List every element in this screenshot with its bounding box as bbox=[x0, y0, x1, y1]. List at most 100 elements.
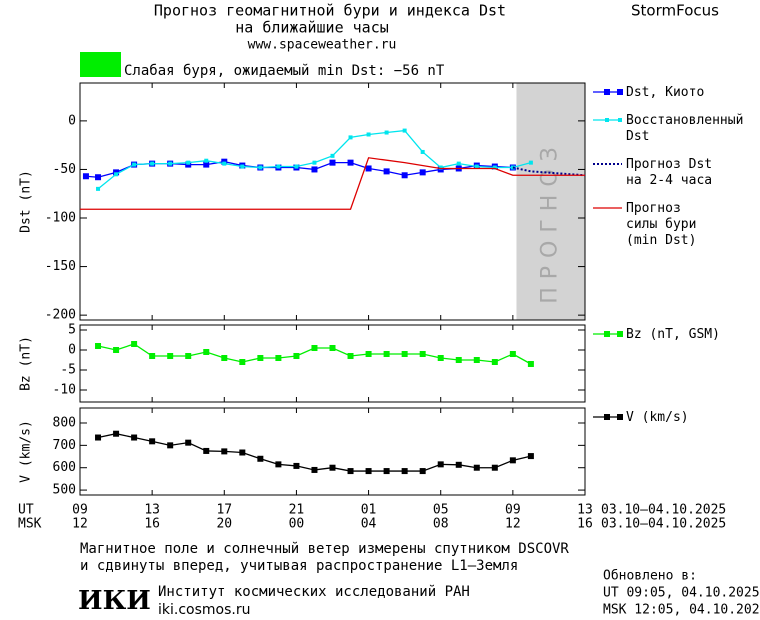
data-point bbox=[131, 434, 138, 441]
data-point bbox=[293, 462, 300, 469]
legend-label: Прогноз силы бури (min Dst) bbox=[626, 201, 696, 248]
y-tick-label: 500 bbox=[53, 483, 76, 498]
data-point bbox=[365, 468, 372, 475]
data-point bbox=[383, 351, 390, 357]
data-point bbox=[329, 464, 336, 471]
y-tick-label: 0 bbox=[68, 113, 76, 128]
data-point bbox=[348, 135, 353, 140]
data-point bbox=[509, 457, 516, 464]
ut-label: UT bbox=[18, 503, 34, 518]
y-tick-label: 0 bbox=[68, 343, 76, 358]
data-point bbox=[347, 353, 354, 359]
legend-marker bbox=[618, 118, 622, 122]
forecast-region bbox=[516, 83, 585, 320]
y-tick-label: -5 bbox=[60, 363, 76, 378]
legend-label: Прогноз Dst на 2-4 часа bbox=[626, 157, 712, 188]
data-point bbox=[132, 162, 137, 167]
data-point bbox=[150, 161, 155, 166]
data-point bbox=[311, 166, 318, 173]
data-point bbox=[384, 130, 389, 135]
x-tick-label: 12 bbox=[72, 517, 88, 532]
data-point bbox=[330, 153, 335, 158]
data-point bbox=[455, 461, 462, 468]
y-tick-label: -200 bbox=[45, 308, 76, 323]
legend-marker bbox=[617, 89, 623, 95]
data-point bbox=[312, 160, 317, 165]
data-point bbox=[383, 168, 390, 175]
data-point bbox=[149, 438, 156, 445]
y-tick-label: 5 bbox=[68, 323, 76, 338]
y-tick-label: -100 bbox=[45, 211, 76, 226]
data-point bbox=[203, 349, 210, 355]
legend-marker bbox=[604, 89, 610, 95]
x-tick-label: 20 bbox=[216, 517, 232, 532]
title: Прогноз геомагнитной бури и индекса Dst bbox=[154, 2, 506, 20]
data-point bbox=[311, 466, 318, 473]
data-point bbox=[329, 159, 336, 166]
data-point bbox=[275, 461, 282, 468]
updated: UT 09:05, 04.10.2025 bbox=[603, 586, 760, 601]
legend-label: V (km/s) bbox=[626, 410, 689, 425]
updated: MSK 12:05, 04.10.2025 bbox=[603, 603, 760, 618]
data-point bbox=[347, 468, 354, 475]
data-point bbox=[240, 164, 245, 169]
x-tick-label: 21 bbox=[289, 503, 305, 518]
data-point bbox=[366, 132, 371, 137]
x-tick-label: 09 bbox=[72, 503, 88, 518]
status: Слабая буря, ожидаемый min Dst: −56 nT bbox=[124, 63, 445, 79]
data-point bbox=[113, 430, 120, 437]
legend-marker bbox=[605, 118, 609, 122]
data-point bbox=[474, 164, 479, 169]
x-tick-label: 13 bbox=[577, 503, 593, 518]
data-point bbox=[114, 172, 119, 177]
data-point bbox=[509, 351, 516, 357]
x-tick-label: 17 bbox=[216, 503, 232, 518]
data-point bbox=[491, 359, 498, 365]
y-axis-label: V (km/s) bbox=[19, 420, 34, 483]
data-point bbox=[420, 149, 425, 154]
data-point bbox=[257, 455, 264, 462]
data-point bbox=[131, 341, 138, 347]
data-point bbox=[167, 353, 174, 359]
legend-label: Bz (nT, GSM) bbox=[626, 327, 720, 342]
data-point bbox=[419, 169, 426, 176]
data-point bbox=[527, 453, 534, 460]
msk-label: MSK bbox=[18, 517, 42, 532]
legend-marker bbox=[604, 414, 610, 420]
y-tick-label: -150 bbox=[45, 259, 76, 274]
series-line bbox=[97, 433, 532, 472]
x-tick-label: 04 bbox=[361, 517, 377, 532]
x-tick-label: 16 bbox=[144, 517, 160, 532]
data-point bbox=[401, 172, 408, 179]
data-point bbox=[204, 158, 209, 163]
data-point bbox=[365, 165, 372, 172]
note: Магнитное поле и солнечный ветер измерен… bbox=[80, 541, 569, 557]
data-point bbox=[185, 439, 192, 446]
data-point bbox=[419, 351, 426, 357]
y-tick-label: -10 bbox=[53, 383, 76, 398]
data-point bbox=[222, 161, 227, 166]
legend-label: Dst, Киото bbox=[626, 85, 704, 100]
data-point bbox=[383, 468, 390, 475]
data-point bbox=[401, 468, 408, 475]
data-point bbox=[95, 343, 102, 349]
data-point bbox=[257, 355, 264, 361]
plot-frame bbox=[79, 407, 586, 496]
data-point bbox=[437, 461, 444, 468]
data-point bbox=[239, 359, 246, 365]
x-tick-label: 01 bbox=[361, 503, 377, 518]
x-tick-label: 09 bbox=[505, 503, 521, 518]
data-point bbox=[311, 345, 318, 351]
legend-label: Восстановленный Dst bbox=[626, 113, 743, 144]
y-tick-label: -50 bbox=[53, 162, 76, 177]
data-point bbox=[113, 347, 120, 353]
data-point bbox=[473, 357, 480, 363]
data-point bbox=[95, 434, 102, 441]
site: iki.cosmos.ru bbox=[158, 602, 250, 618]
legend-marker bbox=[617, 331, 623, 337]
x-tick-label: 13 bbox=[144, 503, 160, 518]
data-point bbox=[221, 355, 228, 361]
date-range: 03.10–04.10.2025 bbox=[601, 517, 726, 532]
data-point bbox=[293, 353, 300, 359]
